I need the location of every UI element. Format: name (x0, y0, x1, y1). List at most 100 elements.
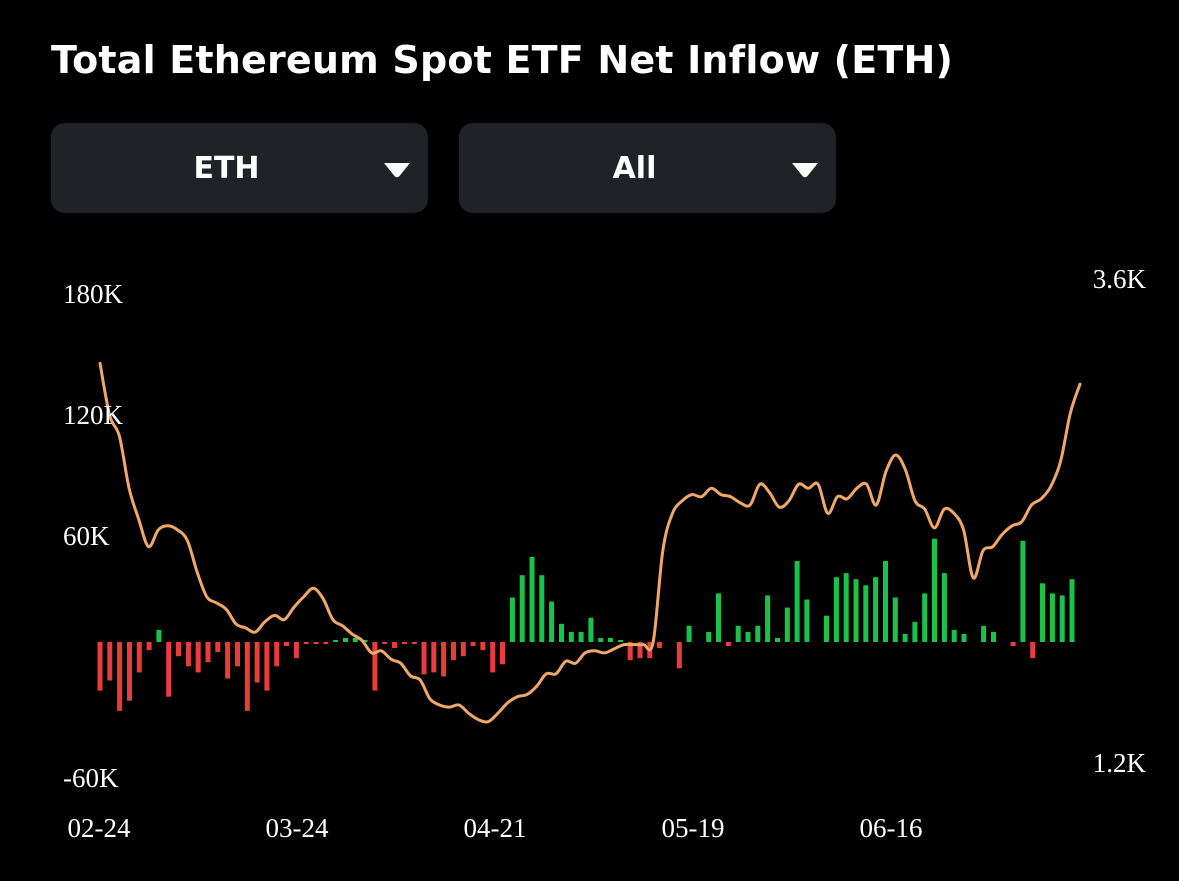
flow-bar (902, 633, 908, 642)
flow-bar (765, 595, 771, 642)
axis-ticks: 180K 120K 60K -60K 3.6K 1.2K 02-24 03-24 04-21 05… (63, 264, 1147, 843)
flow-bar (1010, 642, 1016, 646)
series-line (98, 361, 1082, 724)
flow-bar (244, 642, 250, 711)
flow-bar (97, 642, 103, 691)
caret-down-icon (792, 163, 818, 178)
flow-bar (853, 579, 859, 642)
asset-dropdown[interactable]: ETH (51, 123, 428, 213)
flow-bar (372, 642, 378, 691)
flow-bar (568, 631, 574, 642)
flow-bar (1020, 540, 1026, 643)
flow-bar (706, 631, 712, 642)
flow-bar (274, 642, 280, 667)
flow-bar (951, 629, 957, 642)
flow-bar (1059, 595, 1065, 642)
y-left-tick-label: 180K (63, 279, 124, 309)
flow-bar (225, 642, 231, 679)
flow-bar (107, 642, 113, 681)
x-tick-label: 03-24 (266, 813, 329, 843)
flow-bar (284, 642, 289, 646)
caret-down-icon (384, 163, 410, 178)
flow-bar (509, 597, 515, 642)
flow-bar (254, 642, 260, 683)
flow-bar (981, 625, 987, 642)
flow-bar (657, 642, 663, 649)
y-left-tick-label: 60K (63, 521, 110, 551)
flow-bar (195, 642, 201, 673)
flow-bar (352, 638, 358, 642)
flow-bar (460, 642, 466, 657)
flow-bar (922, 593, 928, 642)
flow-bar (235, 642, 240, 667)
flow-bar (382, 642, 388, 644)
flow-bar (883, 561, 888, 642)
flow-bar (392, 642, 397, 649)
flow-bar (892, 597, 898, 642)
flow-bar (490, 642, 496, 673)
range-dropdown[interactable]: All (459, 123, 836, 213)
flow-bar (1069, 579, 1075, 642)
flow-bar (401, 642, 407, 644)
flow-bar (745, 631, 751, 642)
flow-bar (166, 642, 172, 697)
flow-bar (775, 638, 780, 642)
y-left-tick-label: -60K (63, 763, 119, 793)
flow-bar (637, 642, 643, 659)
asset-dropdown-value: ETH (193, 150, 260, 186)
flow-bar (303, 642, 309, 644)
flow-bar (411, 642, 417, 644)
flow-bar (588, 617, 594, 642)
flow-bar (716, 593, 721, 642)
flow-bar (480, 642, 486, 651)
flow-bar (333, 640, 339, 642)
flow-bar (500, 642, 505, 665)
flow-bar (127, 642, 132, 701)
flow-bar (617, 640, 623, 642)
flow-bar (136, 642, 142, 673)
flow-bar (941, 573, 947, 642)
chart-title: Total Ethereum Spot ETF Net Inflow (ETH) (51, 38, 954, 82)
x-tick-label: 05-19 (662, 813, 725, 843)
flow-bar (215, 642, 221, 653)
flow-bar (529, 557, 535, 642)
flow-bar (117, 642, 123, 711)
flow-bar (794, 561, 800, 642)
y-right-tick-label: 1.2K (1093, 748, 1147, 778)
flow-bar (343, 638, 348, 642)
y-right-tick-label: 3.6K (1093, 264, 1147, 294)
flow-bar (824, 615, 829, 642)
flow-bar (185, 642, 191, 667)
flow-bar (873, 577, 879, 642)
flow-bar (421, 642, 427, 675)
flow-bar (1049, 593, 1055, 642)
flow-bar (686, 625, 692, 642)
flow-bar (912, 621, 918, 643)
flow-bar (578, 631, 584, 642)
flow-bar (961, 633, 967, 642)
flow-bar (205, 642, 211, 663)
flow-bar (725, 642, 731, 646)
flow-bars (97, 538, 1075, 711)
flow-bar (549, 601, 555, 642)
flow-bar (146, 642, 152, 651)
flow-bar (1040, 583, 1045, 642)
flow-bar (293, 642, 299, 659)
flow-bar (519, 575, 525, 642)
flow-bar (323, 642, 329, 644)
x-tick-label: 04-21 (464, 813, 527, 843)
x-tick-label: 06-16 (860, 813, 923, 843)
flow-bar (176, 642, 181, 657)
flow-bar (627, 642, 633, 661)
flow-bar (784, 607, 790, 642)
flow-bar (833, 577, 839, 642)
range-dropdown-value: All (612, 150, 657, 186)
flow-bar (676, 642, 682, 669)
flow-bar (804, 599, 810, 642)
flow-bar (470, 642, 476, 646)
flow-bar (932, 538, 937, 642)
flow-bar (755, 625, 761, 642)
flow-bar (431, 642, 437, 673)
flow-bar (1030, 642, 1036, 659)
flow-bar (559, 623, 564, 642)
